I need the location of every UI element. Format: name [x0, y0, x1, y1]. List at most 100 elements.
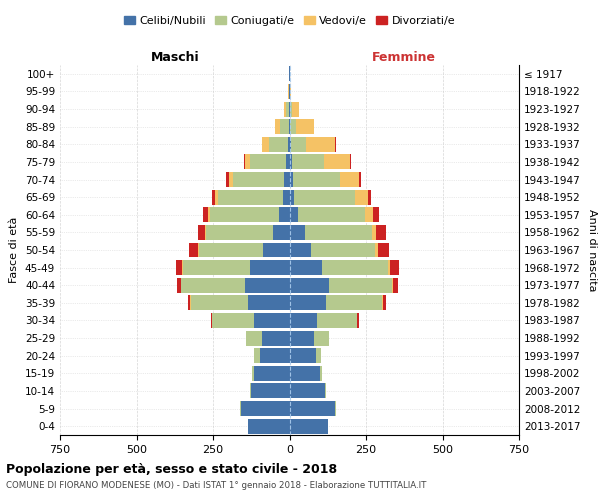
- Bar: [248, 296, 290, 310]
- Bar: [377, 242, 389, 258]
- Bar: [252, 366, 254, 381]
- Bar: [292, 102, 299, 116]
- Bar: [289, 102, 290, 116]
- Bar: [199, 242, 263, 258]
- Text: Popolazione per età, sesso e stato civile - 2018: Popolazione per età, sesso e stato civil…: [6, 462, 337, 475]
- Bar: [286, 102, 289, 116]
- Y-axis label: Anni di nascita: Anni di nascita: [587, 209, 597, 291]
- Bar: [254, 348, 260, 363]
- Bar: [244, 154, 245, 170]
- Bar: [290, 119, 296, 134]
- Bar: [205, 225, 206, 240]
- Bar: [254, 313, 290, 328]
- Bar: [290, 190, 294, 204]
- Bar: [181, 278, 245, 292]
- Bar: [280, 119, 289, 134]
- Bar: [329, 278, 392, 292]
- Legend: Celibi/Nubili, Coniugati/e, Vedovi/e, Divorziati/e: Celibi/Nubili, Coniugati/e, Vedovi/e, Di…: [119, 12, 460, 30]
- Bar: [290, 366, 320, 381]
- Bar: [375, 242, 377, 258]
- Bar: [317, 313, 358, 328]
- Bar: [248, 418, 290, 434]
- Bar: [311, 242, 375, 258]
- Bar: [279, 208, 290, 222]
- Bar: [245, 278, 290, 292]
- Bar: [293, 172, 340, 187]
- Bar: [203, 208, 208, 222]
- Bar: [251, 384, 290, 398]
- Bar: [290, 102, 292, 116]
- Bar: [290, 84, 291, 99]
- Bar: [198, 225, 205, 240]
- Bar: [250, 260, 290, 275]
- Bar: [324, 154, 350, 170]
- Bar: [176, 260, 182, 275]
- Bar: [359, 172, 361, 187]
- Bar: [298, 208, 365, 222]
- Bar: [210, 208, 279, 222]
- Bar: [368, 190, 371, 204]
- Bar: [365, 208, 373, 222]
- Bar: [306, 137, 335, 152]
- Bar: [290, 384, 325, 398]
- Bar: [288, 137, 290, 152]
- Bar: [254, 366, 290, 381]
- Bar: [322, 260, 388, 275]
- Bar: [290, 330, 314, 345]
- Bar: [290, 401, 335, 416]
- Bar: [290, 313, 317, 328]
- Text: COMUNE DI FIORANO MODENESE (MO) - Dati ISTAT 1° gennaio 2018 - Elaborazione TUTT: COMUNE DI FIORANO MODENESE (MO) - Dati I…: [6, 481, 427, 490]
- Bar: [350, 154, 352, 170]
- Bar: [289, 119, 290, 134]
- Bar: [292, 154, 324, 170]
- Bar: [272, 225, 290, 240]
- Bar: [290, 137, 291, 152]
- Bar: [263, 242, 290, 258]
- Bar: [250, 384, 251, 398]
- Bar: [191, 296, 248, 310]
- Bar: [226, 172, 229, 187]
- Bar: [198, 242, 199, 258]
- Bar: [358, 313, 359, 328]
- Bar: [290, 172, 293, 187]
- Bar: [340, 172, 359, 187]
- Bar: [388, 260, 389, 275]
- Bar: [218, 190, 283, 204]
- Bar: [290, 260, 322, 275]
- Bar: [260, 348, 290, 363]
- Bar: [290, 225, 305, 240]
- Bar: [262, 137, 269, 152]
- Bar: [177, 278, 181, 292]
- Bar: [392, 278, 393, 292]
- Bar: [320, 366, 322, 381]
- Bar: [373, 208, 379, 222]
- Bar: [182, 260, 183, 275]
- Bar: [212, 190, 215, 204]
- Bar: [275, 119, 280, 134]
- Bar: [284, 102, 286, 116]
- Bar: [305, 225, 371, 240]
- Bar: [241, 401, 290, 416]
- Bar: [290, 242, 311, 258]
- Bar: [335, 137, 336, 152]
- Bar: [291, 137, 306, 152]
- Bar: [211, 313, 212, 328]
- Bar: [229, 172, 233, 187]
- Bar: [250, 154, 286, 170]
- Bar: [215, 190, 218, 204]
- Bar: [296, 119, 314, 134]
- Bar: [233, 172, 284, 187]
- Text: Femmine: Femmine: [372, 51, 436, 64]
- Bar: [290, 418, 328, 434]
- Bar: [283, 190, 290, 204]
- Bar: [284, 172, 290, 187]
- Bar: [246, 330, 262, 345]
- Bar: [325, 384, 326, 398]
- Y-axis label: Fasce di età: Fasce di età: [10, 217, 19, 283]
- Bar: [188, 296, 190, 310]
- Bar: [355, 190, 368, 204]
- Bar: [294, 190, 355, 204]
- Bar: [286, 154, 290, 170]
- Text: Maschi: Maschi: [151, 51, 199, 64]
- Bar: [371, 225, 376, 240]
